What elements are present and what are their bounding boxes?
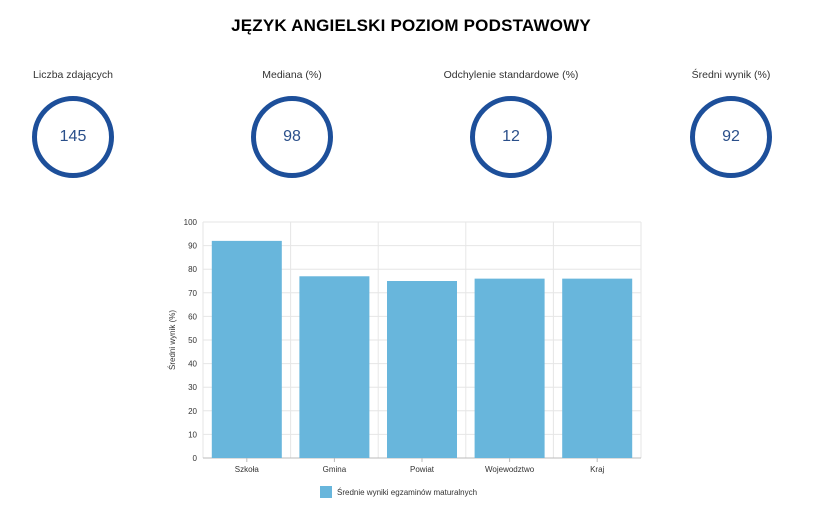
x-tick-label-0: Szkoła — [235, 465, 260, 474]
stat-median-label: Mediana (%) — [262, 69, 322, 81]
y-tick-label-1: 10 — [188, 430, 197, 439]
y-tick-label-7: 70 — [188, 289, 197, 298]
stat-count-circle: 145 — [32, 96, 114, 178]
x-tick-label-1: Gmina — [323, 465, 347, 474]
y-tick-label-8: 80 — [188, 265, 197, 274]
x-tick-label-4: Kraj — [590, 465, 604, 474]
bar-3 — [474, 278, 545, 458]
y-tick-label-5: 50 — [188, 336, 197, 345]
y-tick-label-0: 0 — [193, 454, 198, 463]
stat-average-circle: 92 — [690, 96, 772, 178]
x-tick-label-3: Wojewodztwo — [485, 465, 535, 474]
stat-average-value: 92 — [722, 128, 740, 145]
y-tick-label-2: 20 — [188, 407, 197, 416]
y-tick-label-3: 30 — [188, 383, 197, 392]
stat-count-label: Liczba zdających — [33, 69, 113, 81]
stat-stddev-value: 12 — [502, 128, 520, 145]
stat-median-circle: 98 — [251, 96, 333, 178]
y-tick-label-10: 100 — [184, 218, 198, 227]
y-tick-label-9: 90 — [188, 242, 197, 251]
stat-stddev: Odchylenie standardowe (%) 12 — [421, 68, 601, 178]
legend-label: Średnie wyniki egzaminów maturalnych — [337, 488, 477, 497]
stat-average-label: Średni wynik (%) — [691, 69, 771, 81]
x-tick-label-2: Powiat — [410, 465, 435, 474]
stat-median-value: 98 — [283, 128, 301, 145]
chart-legend[interactable]: Średnie wyniki egzaminów maturalnych — [320, 486, 477, 498]
y-tick-label-4: 40 — [188, 360, 197, 369]
stat-stddev-circle: 12 — [470, 96, 552, 178]
stat-median: Mediana (%) 98 — [202, 68, 382, 178]
bar-1 — [299, 276, 370, 458]
stat-count-value: 145 — [59, 128, 87, 145]
page-title: JĘZYK ANGIELSKI POZIOM PODSTAWOWY — [231, 16, 591, 35]
bar-4 — [562, 278, 633, 458]
chart-bars — [211, 240, 633, 462]
y-tick-label-6: 60 — [188, 312, 197, 321]
chart-labels: 0 10 20 30 40 50 60 70 80 90 100 Szkoła Gmina Powiat W… — [184, 218, 605, 474]
stat-count: Liczba zdających 145 — [0, 68, 163, 178]
bar-0 — [211, 240, 282, 458]
y-axis-title: Średni wynik (%) — [168, 310, 177, 370]
bar-2 — [387, 281, 457, 458]
stat-stddev-label: Odchylenie standardowe (%) — [443, 69, 579, 81]
stat-average: Średni wynik (%) 92 — [641, 68, 821, 178]
legend-swatch — [320, 486, 332, 498]
